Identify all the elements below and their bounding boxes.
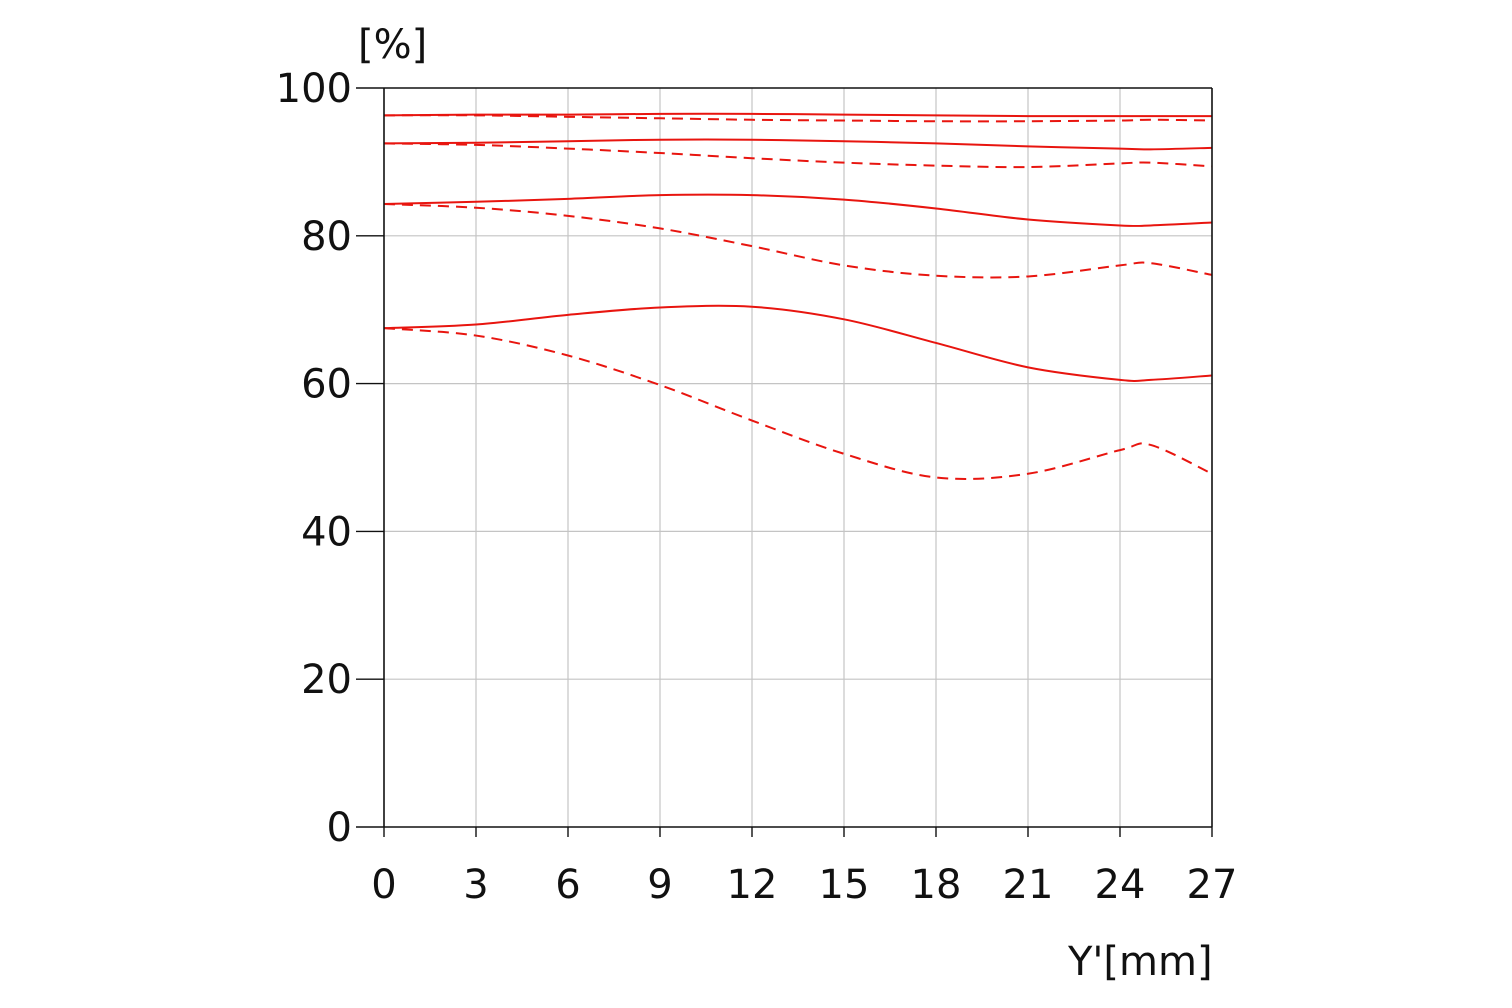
- grid: [384, 88, 1212, 827]
- y-tick-label: 20: [301, 657, 352, 703]
- x-tick-label: 18: [911, 862, 962, 908]
- x-tick-label: 0: [371, 862, 396, 908]
- y-tick-label: 40: [301, 509, 352, 555]
- axes: [356, 87, 1213, 837]
- x-tick-label: 3: [463, 862, 488, 908]
- x-axis-label: Y'[mm]: [1067, 939, 1213, 985]
- y-tick-label: 60: [301, 362, 352, 408]
- x-tick-label: 24: [1095, 862, 1146, 908]
- series-line-4-dashed: [383, 142, 1213, 169]
- y-tick-label: 80: [301, 214, 352, 260]
- tick-labels: 0 3 6 9 12 15 18 21 24 27 0 20 40 60 80 100: [276, 66, 1238, 908]
- series-line-3-solid: [383, 138, 1213, 151]
- x-tick-label: 21: [1003, 862, 1054, 908]
- series-line-6-dashed: [383, 203, 1213, 279]
- series-line-5-solid: [383, 193, 1213, 228]
- y-tick-label: 100: [276, 66, 352, 112]
- series-line-8-dashed: [383, 327, 1213, 480]
- x-tick-label: 12: [727, 862, 778, 908]
- x-tick-label: 6: [555, 862, 580, 908]
- series-line-2-dashed: [383, 114, 1213, 123]
- x-tick-label: 15: [819, 862, 870, 908]
- series-group: [383, 112, 1213, 480]
- x-tick-label: 9: [647, 862, 672, 908]
- x-tick-label: 27: [1187, 862, 1238, 908]
- y-axis-label: [%]: [358, 22, 427, 68]
- series-line-7-solid: [383, 304, 1213, 383]
- series-line-1-solid: [383, 112, 1212, 118]
- y-tick-label: 0: [327, 805, 352, 851]
